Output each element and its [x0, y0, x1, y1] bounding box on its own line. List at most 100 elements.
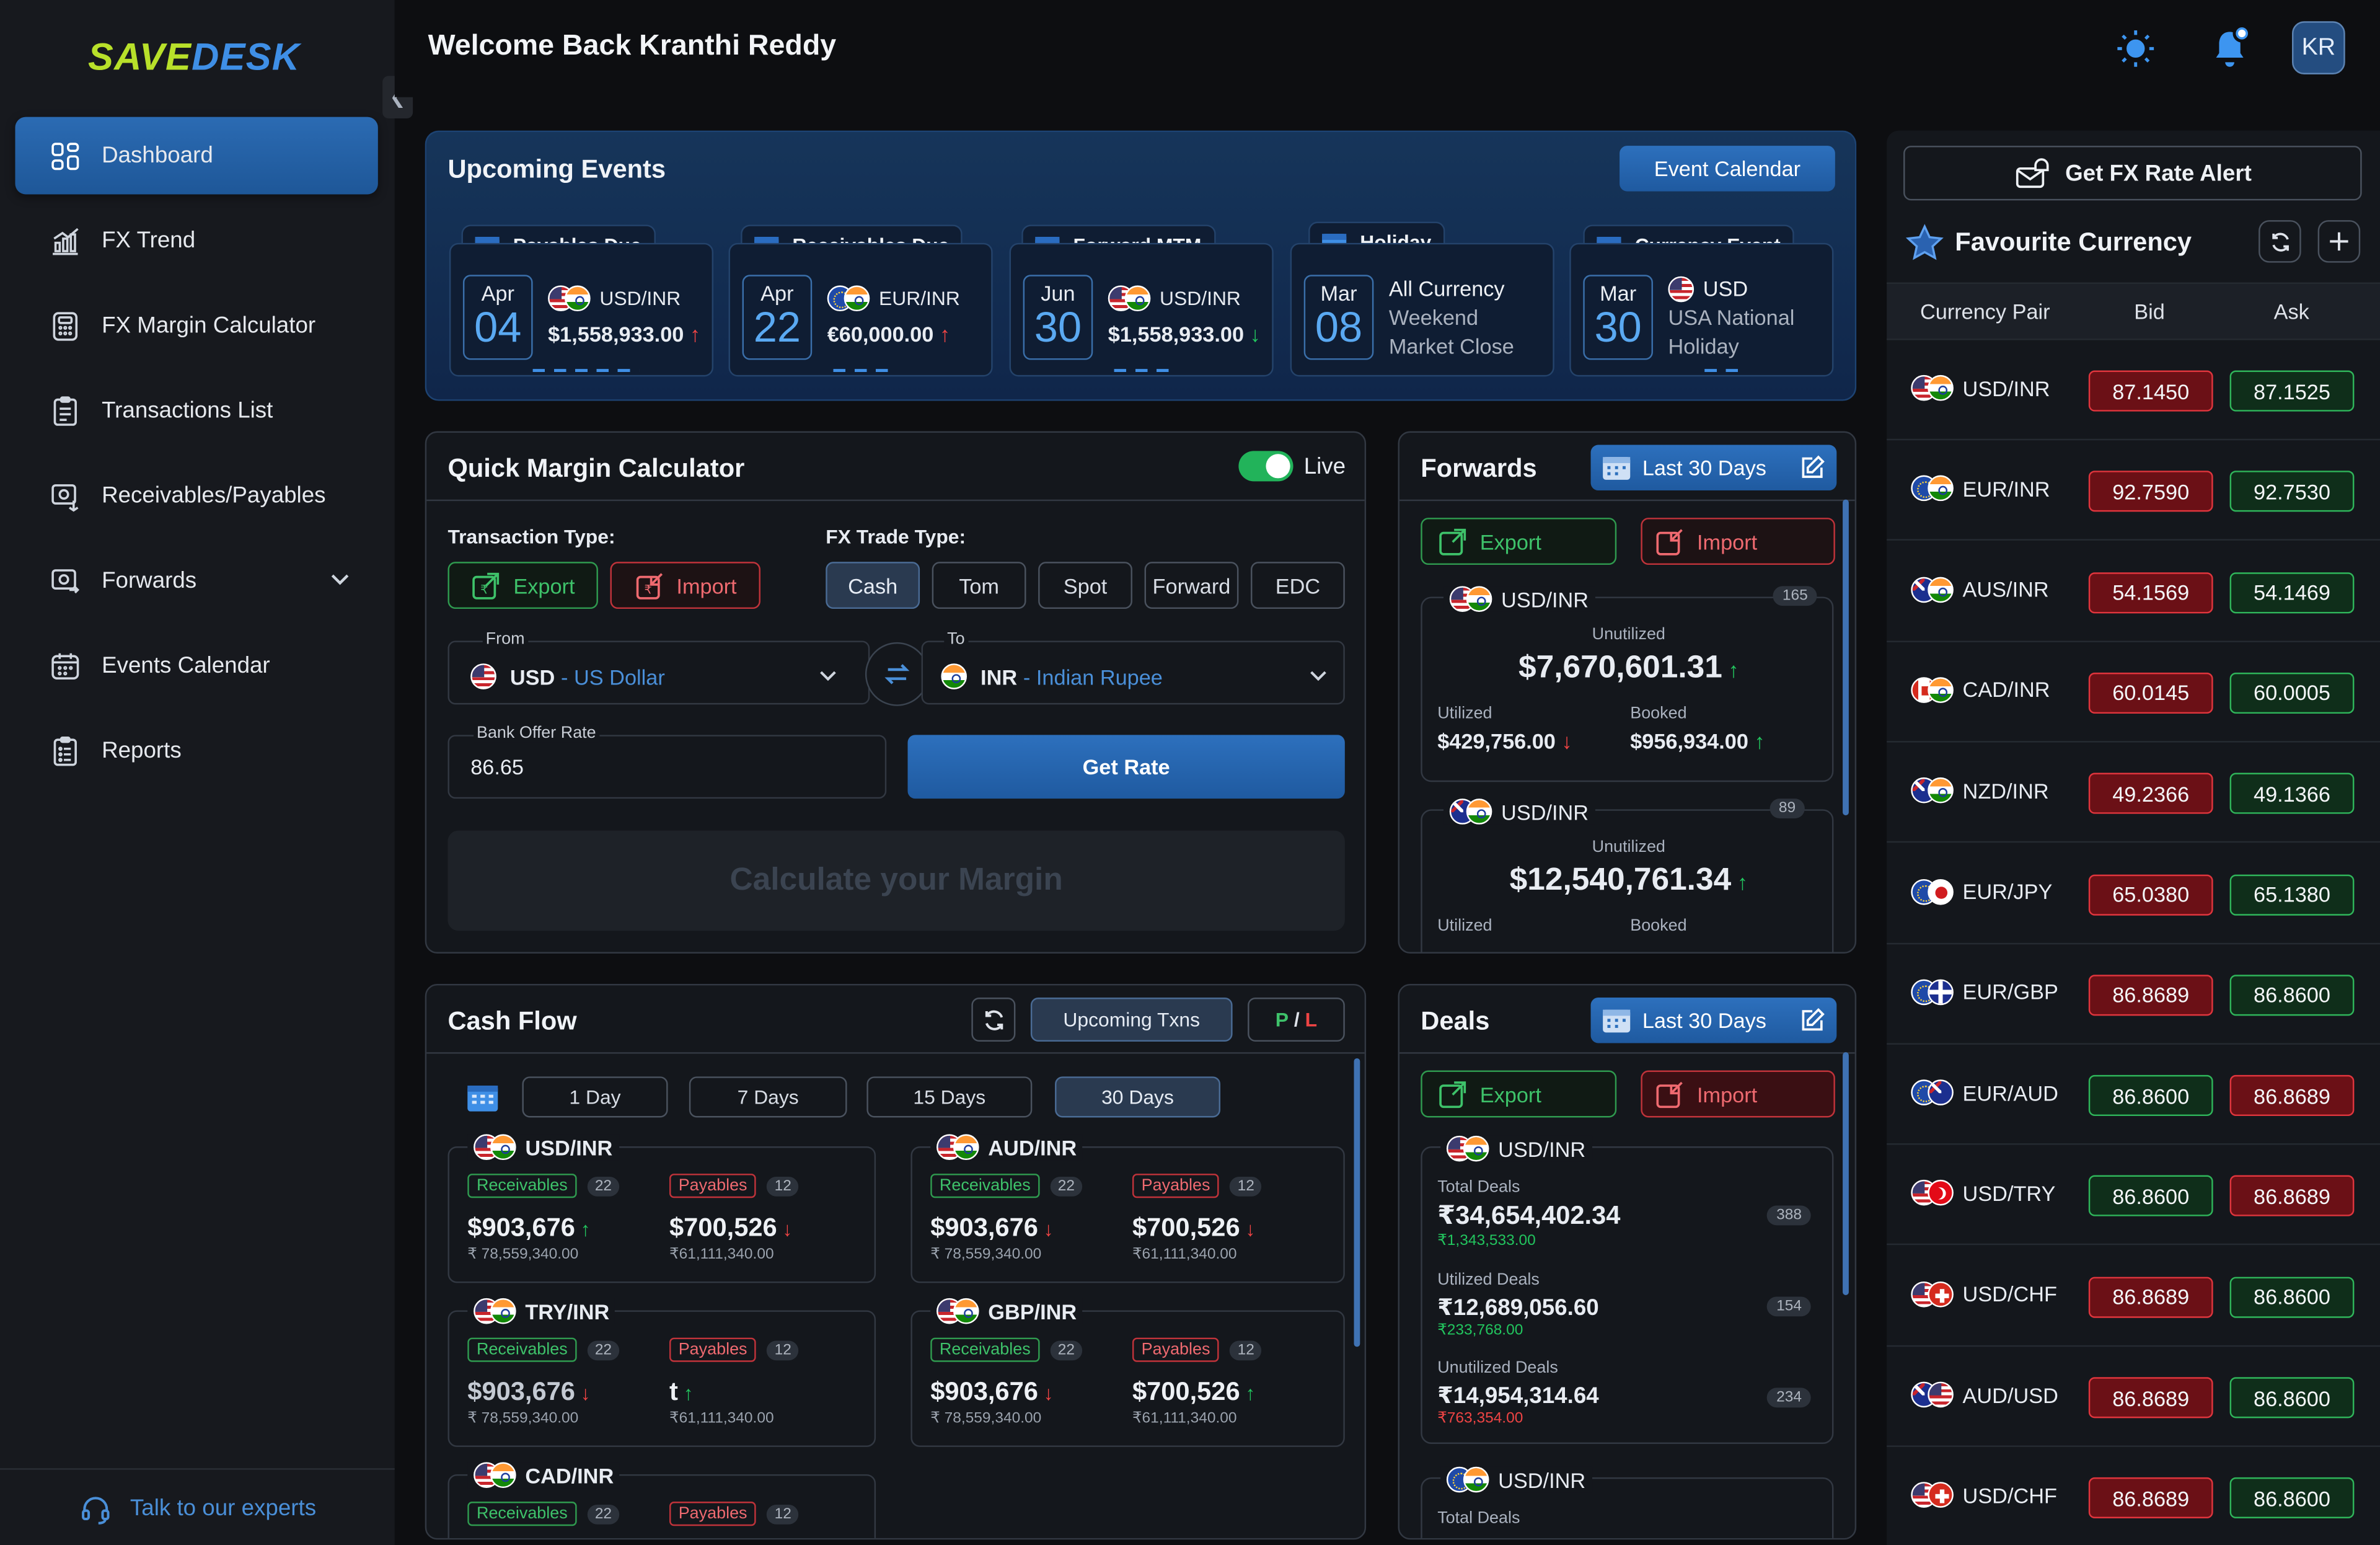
rate-row[interactable]: EUR/AUD 86.8600 86.8689 — [1887, 1045, 2380, 1145]
chevron-down-icon[interactable] — [329, 568, 350, 589]
talk-to-experts-link[interactable]: Talk to our experts — [0, 1468, 395, 1545]
notification-bell-icon[interactable] — [2210, 23, 2255, 71]
fx-rate-alert-button[interactable]: Get FX Rate Alert — [1903, 146, 2362, 201]
edit-icon — [1802, 1007, 1825, 1031]
carousel-dots — [1114, 369, 1169, 373]
event-card-currency-event[interactable]: Mar 30 USD USA National Holiday — [1569, 242, 1834, 377]
rate-row[interactable]: USD/CHF 86.8689 86.8600 — [1887, 1448, 2380, 1545]
add-currency-button[interactable] — [2317, 220, 2361, 263]
cash-flow-card[interactable]: CAD/INR Receivables 22 Payables 12 — [447, 1462, 876, 1538]
forwards-date-range-button[interactable]: Last 30 Days — [1590, 445, 1837, 491]
rate-row[interactable]: EUR/GBP 86.8689 86.8600 — [1887, 944, 2380, 1045]
toggle-switch[interactable] — [1238, 451, 1294, 482]
from-currency-select[interactable]: From USD - US Dollar — [447, 630, 870, 705]
cash-flow-card[interactable]: AUD/INR Receivables 22 Payables 12 $903,67… — [910, 1134, 1345, 1283]
sun-theme-icon[interactable] — [2114, 27, 2157, 70]
rate-row[interactable]: EUR/JPY 65.0380 65.1380 — [1887, 843, 2380, 944]
calendar-icon — [51, 652, 79, 679]
sidebar-item-events-calendar[interactable]: Events Calendar — [15, 627, 377, 704]
deals-export-button[interactable]: Export — [1421, 1070, 1617, 1118]
calculate-margin-button[interactable]: Calculate your Margin — [447, 830, 1345, 931]
forwards-title: Forwards — [1421, 454, 1537, 483]
range-7-days[interactable]: 7 Days — [689, 1076, 847, 1118]
ask-price: 92.7530 — [2229, 471, 2355, 513]
forward-count-badge: 89 — [1770, 799, 1805, 819]
deal-card[interactable]: USD/INR Total Deals ₹34,654,402.34 ₹1,34… — [1421, 1135, 1834, 1444]
range-15-days[interactable]: 15 Days — [866, 1076, 1033, 1118]
cash-flow-pair: USD/INR — [525, 1135, 613, 1159]
rate-pair: AUD/USD — [1962, 1382, 2058, 1407]
get-rate-button[interactable]: Get Rate — [907, 735, 1345, 799]
forwards-export-button[interactable]: Export — [1421, 518, 1617, 565]
swap-currency-button[interactable] — [865, 642, 929, 706]
event-card-holiday[interactable]: Mar 08 All Currency Weekend Market Close — [1290, 242, 1554, 377]
total-deals-label: Total Deals — [1437, 1509, 1520, 1528]
forwards-scrollbar[interactable] — [1843, 499, 1849, 816]
sidebar-item-transactions-list[interactable]: Transactions List — [15, 372, 377, 449]
qmc-title: Quick Margin Calculator — [447, 454, 745, 483]
sidebar-item-fx-margin-calculator[interactable]: FX Margin Calculator — [15, 287, 377, 365]
deals-date-range-button[interactable]: Last 30 Days — [1590, 997, 1837, 1043]
cash-flow-card[interactable]: TRY/INR Receivables 22 Payables 12 $903,67… — [447, 1298, 876, 1447]
range-30-days[interactable]: 30 Days — [1055, 1076, 1220, 1118]
trade-type-forward[interactable]: Forward — [1144, 562, 1239, 609]
to-currency-select[interactable]: To INR - Indian Rupee — [921, 630, 1345, 705]
rate-row[interactable]: EUR/INR 92.7590 92.7530 — [1887, 441, 2380, 541]
unutilized-deals-amount: ₹14,954,314.64 — [1437, 1383, 1599, 1409]
range-1-day[interactable]: 1 Day — [522, 1076, 668, 1118]
receivables-inr: ₹ 78,559,340.00 — [467, 1246, 579, 1264]
sidebar-item-label: FX Margin Calculator — [102, 312, 316, 339]
rate-row[interactable]: AUS/INR 54.1569 54.1469 — [1887, 541, 2380, 642]
currency-flags — [1911, 374, 1954, 401]
ask-price: 86.8600 — [2229, 1377, 2355, 1419]
sidebar-item-reports[interactable]: Reports — [15, 712, 377, 790]
event-card-receivables[interactable]: Apr 22 EUR/INR €60,000.00 ↑ — [728, 242, 993, 377]
payables-chip: Payables — [669, 1174, 757, 1198]
refresh-button[interactable] — [971, 997, 1016, 1042]
sidebar-item-receivables-payables[interactable]: Receivables/Payables — [15, 457, 377, 534]
sidebar-item-dashboard[interactable]: Dashboard — [15, 117, 378, 195]
forward-card[interactable]: USD/INR 165 Unutilized $7,670,601.31 ↑ U… — [1421, 586, 1834, 782]
rate-row[interactable]: AUD/USD 86.8689 86.8600 — [1887, 1347, 2380, 1447]
deals-import-button[interactable]: Import — [1641, 1070, 1835, 1118]
cash-flow-scrollbar[interactable] — [1354, 1058, 1360, 1347]
rate-row[interactable]: USD/INR 87.1450 87.1525 — [1887, 340, 2380, 441]
rate-row[interactable]: USD/CHF 86.8689 86.8600 — [1887, 1246, 2380, 1347]
unutilized-deals-count: 234 — [1767, 1388, 1811, 1408]
rate-pair: EUR/JPY — [1962, 879, 2053, 904]
export-button[interactable]: ₹ Export — [447, 562, 598, 609]
cash-flow-pair: CAD/INR — [525, 1463, 614, 1487]
forwards-import-button[interactable]: Import — [1641, 518, 1835, 565]
forward-card[interactable]: USD/INR 89 Unutilized $12,540,761.34 ↑ U… — [1421, 799, 1834, 952]
rate-row[interactable]: NZD/INR 49.2366 49.1366 — [1887, 743, 2380, 843]
trade-type-tom[interactable]: Tom — [932, 562, 1026, 609]
refresh-button[interactable] — [2259, 220, 2301, 263]
live-toggle[interactable]: Live — [1238, 451, 1346, 482]
page-title: Welcome Back Kranthi Reddy — [428, 30, 837, 63]
bank-offer-rate-field[interactable]: Bank Offer Rate 86.65 — [447, 724, 887, 799]
payables-amount: $700,526 — [1132, 1377, 1240, 1406]
import-button[interactable]: ₹ Import — [610, 562, 760, 609]
calendar-icon[interactable] — [466, 1082, 500, 1113]
cash-flow-card[interactable]: USD/INR Receivables 22 Payables 12 $903,67… — [447, 1134, 876, 1283]
trade-type-edc[interactable]: EDC — [1250, 562, 1345, 609]
trade-type-cash[interactable]: Cash — [826, 562, 920, 609]
list-icon — [53, 396, 77, 425]
deal-card[interactable]: USD/INR Total Deals — [1421, 1466, 1834, 1538]
user-avatar[interactable]: KR — [2291, 21, 2345, 75]
deals-scrollbar[interactable] — [1843, 1052, 1849, 1295]
sidebar-item-forwards[interactable]: Forwards — [15, 542, 377, 619]
upcoming-txns-button[interactable]: Upcoming Txns — [1030, 997, 1233, 1042]
event-card-forward-mtm[interactable]: Jun 30 USD/INR $1,558,933.00 ↓ — [1009, 242, 1274, 377]
rate-row[interactable]: CAD/INR 60.0145 60.0005 — [1887, 642, 2380, 743]
trade-type-spot[interactable]: Spot — [1038, 562, 1132, 609]
event-calendar-button[interactable]: Event Calendar — [1620, 146, 1835, 192]
savedesk-logo[interactable]: SAVEDESK — [88, 36, 301, 79]
profit-loss-button[interactable]: P / L — [1248, 997, 1345, 1042]
rate-row[interactable]: USD/TRY 86.8600 86.8689 — [1887, 1146, 2380, 1246]
event-amount: €60,000.00 — [827, 322, 934, 347]
event-card-payables[interactable]: Apr 04 USD/INR $1,558,933.00 ↑ — [449, 242, 714, 377]
sidebar-item-label: Transactions List — [102, 397, 273, 424]
cash-flow-card[interactable]: GBP/INR Receivables 22 Payables 12 $903,67… — [910, 1298, 1345, 1447]
sidebar-item-fx-trend[interactable]: FX Trend — [15, 202, 377, 280]
